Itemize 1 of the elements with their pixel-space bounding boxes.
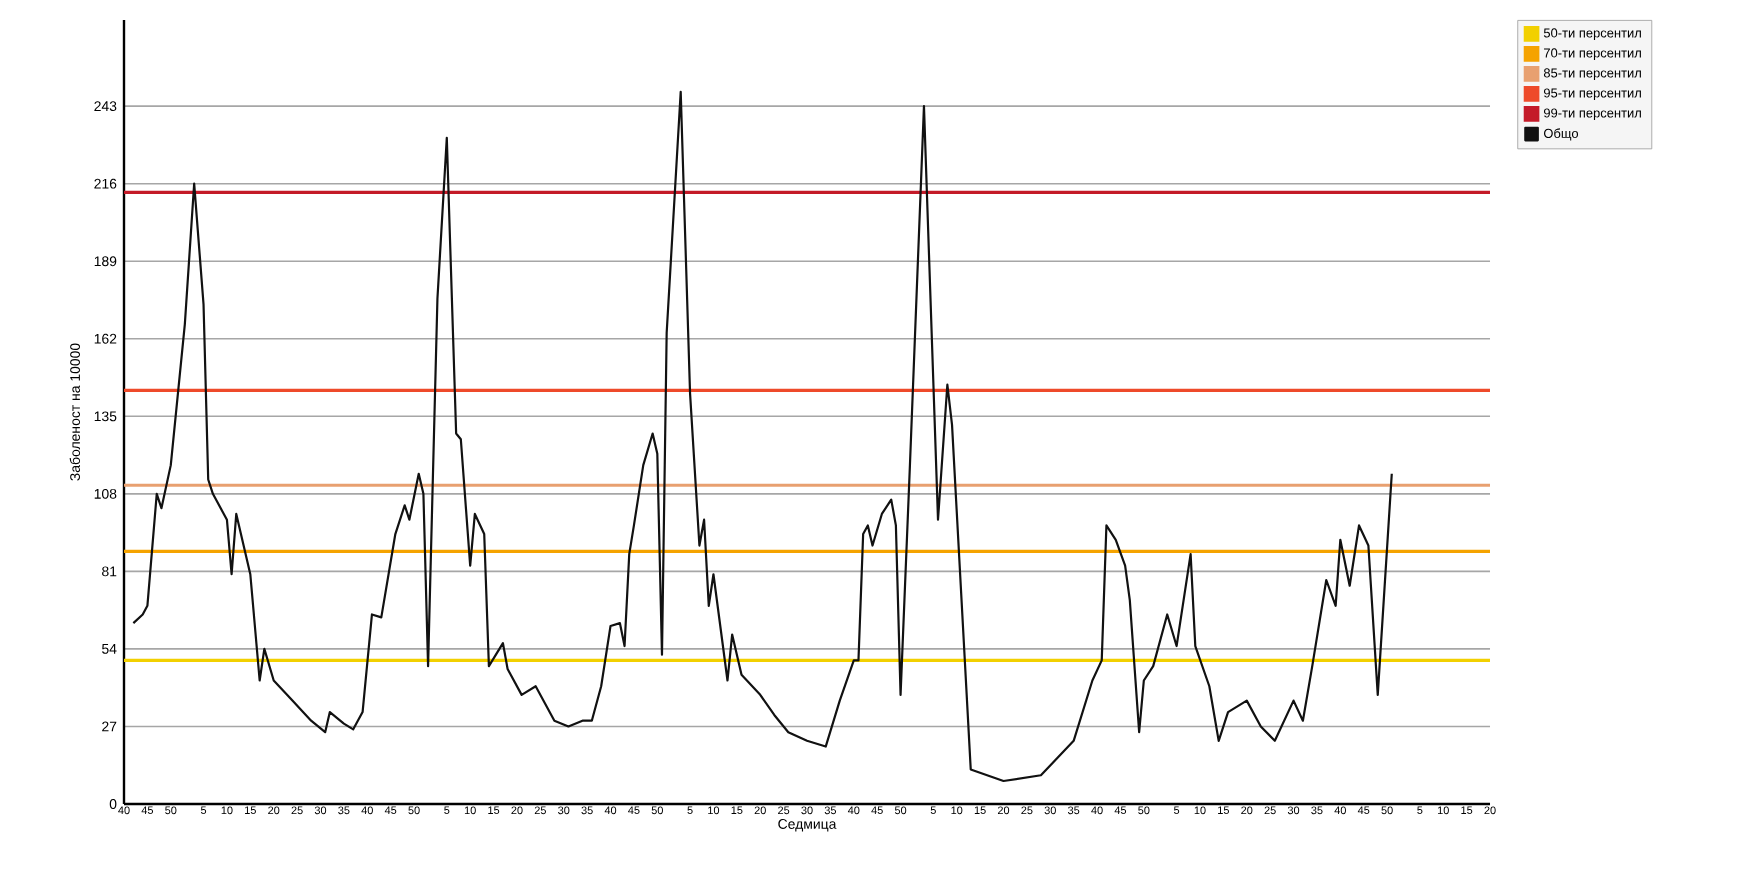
line-series [132, 90, 1393, 783]
